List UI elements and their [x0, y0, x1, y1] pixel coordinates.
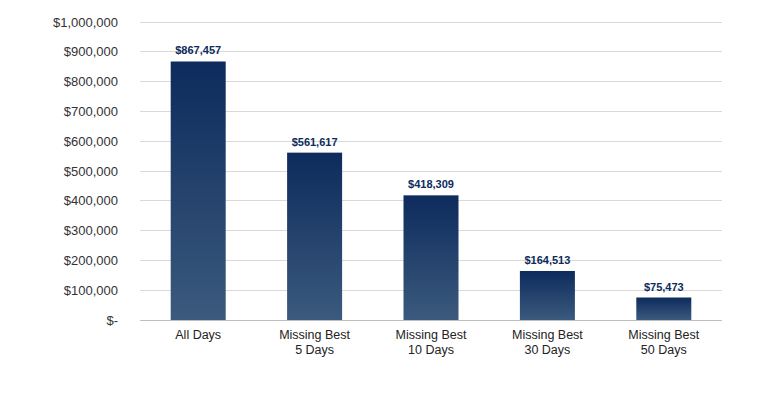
data-label: $867,457 — [175, 44, 221, 56]
chart: $- $100,000 $200,000 $300,000 $400,000 $500,0… — [0, 0, 771, 394]
y-tick-label: $400,000 — [64, 193, 118, 208]
data-label: $418,309 — [408, 178, 454, 190]
y-tick-label: $- — [106, 313, 118, 328]
y-tick-label: $200,000 — [64, 253, 118, 268]
y-tick-label: $700,000 — [64, 104, 118, 119]
y-tick-label: $100,000 — [64, 283, 118, 298]
y-tick-label: $800,000 — [64, 74, 118, 89]
grid-line — [140, 51, 722, 52]
bar — [171, 61, 226, 320]
grid-line — [140, 141, 722, 142]
x-tick-label: All Days — [175, 328, 221, 342]
y-tick-label: $1,000,000 — [53, 15, 118, 30]
bar — [287, 153, 342, 320]
data-label: $164,513 — [524, 254, 570, 266]
bar — [636, 298, 691, 320]
grid-line — [140, 111, 722, 112]
y-tick-label: $900,000 — [64, 44, 118, 59]
grid-line — [140, 81, 722, 82]
x-tick-label: Missing Best10 Days — [396, 328, 467, 357]
y-tick-label: $600,000 — [64, 134, 118, 149]
labels: $867,457 All Days $561,617 Missing Best5 Da… — [175, 44, 699, 357]
bar — [520, 271, 575, 320]
y-tick-label: $300,000 — [64, 223, 118, 238]
grid — [140, 22, 722, 320]
x-tick-label: Missing Best5 Days — [279, 328, 350, 357]
x-tick-label: Missing Best30 Days — [512, 328, 583, 357]
y-axis: $- $100,000 $200,000 $300,000 $400,000 $500,0… — [53, 15, 118, 328]
bars — [171, 61, 692, 320]
data-label: $561,617 — [292, 136, 338, 148]
grid-line — [140, 171, 722, 172]
y-tick-label: $500,000 — [64, 164, 118, 179]
data-label: $75,473 — [644, 281, 684, 293]
grid-line — [140, 22, 722, 23]
bar — [404, 195, 459, 320]
x-tick-label: Missing Best50 Days — [628, 328, 699, 357]
